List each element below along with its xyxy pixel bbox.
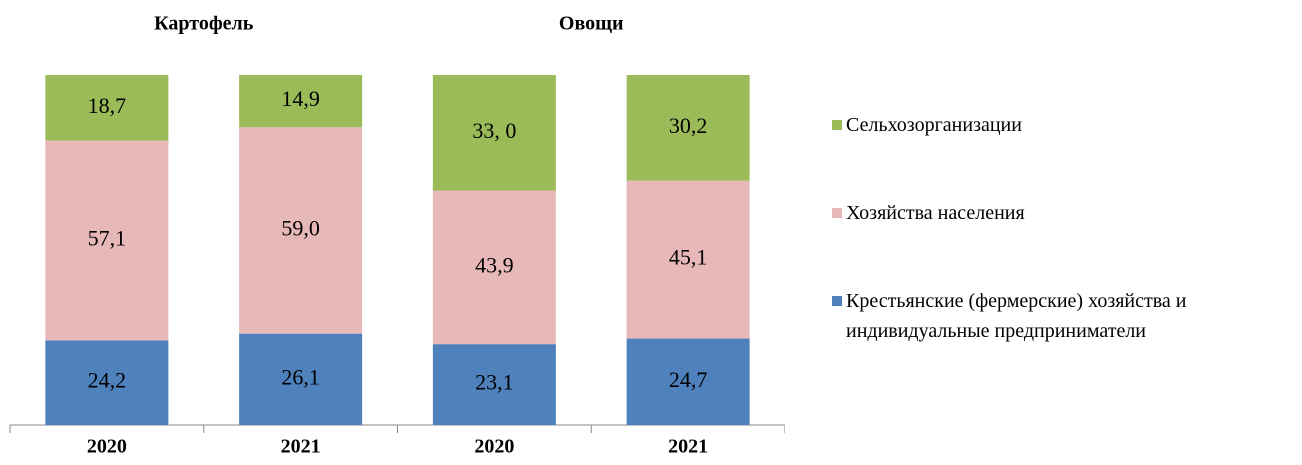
bar-segment xyxy=(432,344,556,425)
bar-segment xyxy=(626,338,750,425)
legend-label: Сельхозорганизации xyxy=(846,114,1022,136)
x-tick-label: 2021 xyxy=(281,436,321,458)
bar-segment xyxy=(45,340,169,425)
bar-segment xyxy=(45,75,169,141)
bar-segment xyxy=(239,127,363,334)
x-tick-label: 2020 xyxy=(87,436,127,458)
value-label: 57,1 xyxy=(88,225,127,250)
bar-segment xyxy=(239,75,363,128)
group-title: Овощи xyxy=(559,13,624,35)
bar-segment xyxy=(432,190,556,345)
bar-segment xyxy=(626,75,750,181)
value-label: 26,1 xyxy=(281,364,320,389)
value-label: 23,1 xyxy=(475,370,514,395)
legend-item: Крестьянские (фермерские) хозяйства и ин… xyxy=(832,286,1297,346)
bar-segment xyxy=(45,140,169,341)
value-label: 24,7 xyxy=(669,367,708,392)
value-label: 59,0 xyxy=(281,215,320,240)
value-label: 14,9 xyxy=(281,86,320,111)
legend-swatch xyxy=(832,296,842,306)
x-tick-label: 2020 xyxy=(474,436,514,458)
group-title: Картофель xyxy=(154,13,254,35)
value-label: 33, 0 xyxy=(472,118,516,143)
bar-segment xyxy=(626,180,750,339)
chart: Картофель Овощи 2020 24,2 57,1 18,7 2021 26,1 59… xyxy=(9,13,785,458)
x-tick-label: 2021 xyxy=(668,436,708,458)
legend-label: Хозяйства населения xyxy=(846,202,1025,224)
bar-segment xyxy=(432,75,556,191)
legend-swatch xyxy=(832,208,842,218)
legend-item: Сельхозорганизации xyxy=(832,110,1022,140)
value-label: 43,9 xyxy=(475,252,514,277)
value-label: 24,2 xyxy=(88,368,127,393)
value-label: 30,2 xyxy=(669,113,708,138)
legend-label: Крестьянские (фермерские) хозяйства и ин… xyxy=(846,290,1187,342)
value-label: 18,7 xyxy=(88,93,127,118)
value-label: 45,1 xyxy=(669,245,708,270)
legend-swatch xyxy=(832,120,842,130)
bar-segment xyxy=(239,333,363,425)
legend-item: Хозяйства населения xyxy=(832,198,1025,228)
